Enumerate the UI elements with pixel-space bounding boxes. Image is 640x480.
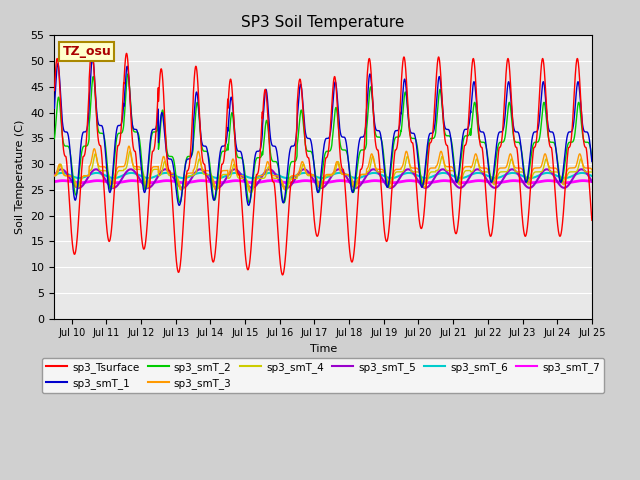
sp3_smT_4 — [126, 148, 134, 154]
sp3_smT_1 — [115, 122, 122, 128]
Line: sp3_smT_6: sp3_smT_6 — [54, 173, 592, 178]
Text: TZ_osu: TZ_osu — [63, 45, 111, 58]
sp3_smT_5 — [218, 182, 225, 188]
sp3_smT_4 — [115, 168, 122, 174]
sp3_smT_1 — [115, 122, 123, 128]
sp3_smT_7 — [422, 180, 430, 186]
sp3_smT_6 — [588, 173, 596, 179]
sp3_smT_6 — [115, 174, 122, 180]
sp3_smT_5 — [525, 185, 533, 191]
sp3_smT_7 — [218, 180, 225, 185]
Line: sp3_smT_2: sp3_smT_2 — [54, 74, 592, 203]
sp3_smT_6 — [422, 175, 429, 181]
Line: sp3_Tsurface: sp3_Tsurface — [54, 50, 592, 275]
sp3_smT_6 — [115, 174, 123, 180]
sp3_smT_4 — [422, 182, 430, 188]
sp3_smT_6 — [218, 175, 225, 180]
sp3_smT_2 — [84, 140, 92, 146]
sp3_smT_4 — [588, 169, 596, 175]
sp3_smT_1 — [218, 144, 226, 149]
sp3_smT_4 — [51, 173, 58, 179]
sp3_smT_7 — [115, 180, 122, 185]
sp3_Tsurface — [422, 185, 430, 191]
sp3_smT_7 — [466, 179, 474, 185]
sp3_smT_6 — [180, 175, 188, 181]
sp3_smT_7 — [51, 179, 58, 184]
sp3_smT_2 — [422, 161, 430, 167]
sp3_smT_4 — [218, 173, 225, 179]
sp3_smT_2 — [115, 131, 122, 136]
sp3_smT_4 — [115, 168, 123, 174]
sp3_Tsurface — [278, 272, 286, 278]
sp3_smT_5 — [51, 173, 58, 179]
sp3_smT_2 — [218, 149, 226, 155]
sp3_smT_3 — [51, 173, 58, 179]
sp3_smT_5 — [84, 174, 92, 180]
sp3_smT_1 — [51, 106, 58, 111]
sp3_smT_1 — [88, 56, 96, 61]
sp3_smT_3 — [125, 143, 132, 149]
Legend: sp3_Tsurface, sp3_smT_1, sp3_smT_2, sp3_smT_3, sp3_smT_4, sp3_smT_5, sp3_smT_6, : sp3_Tsurface, sp3_smT_1, sp3_smT_2, sp3_… — [42, 358, 604, 393]
sp3_smT_7 — [319, 180, 327, 186]
sp3_smT_4 — [84, 173, 92, 179]
sp3_smT_3 — [115, 164, 123, 169]
sp3_smT_1 — [466, 116, 474, 122]
sp3_smT_6 — [84, 172, 92, 178]
Line: sp3_smT_5: sp3_smT_5 — [54, 169, 592, 188]
sp3_smT_7 — [60, 178, 67, 183]
sp3_Tsurface — [115, 143, 122, 148]
sp3_smT_5 — [115, 181, 122, 187]
sp3_smT_1 — [422, 156, 430, 162]
Y-axis label: Soil Temperature (C): Soil Temperature (C) — [15, 120, 25, 234]
sp3_smT_3 — [246, 190, 254, 195]
sp3_Tsurface — [51, 88, 58, 94]
sp3_smT_3 — [422, 177, 430, 182]
Title: SP3 Soil Temperature: SP3 Soil Temperature — [241, 15, 405, 30]
sp3_Tsurface — [218, 162, 225, 168]
sp3_smT_6 — [466, 172, 474, 178]
sp3_smT_3 — [466, 164, 474, 169]
sp3_smT_2 — [176, 200, 184, 205]
Line: sp3_smT_4: sp3_smT_4 — [54, 151, 592, 192]
sp3_Tsurface — [115, 142, 123, 147]
sp3_smT_7 — [588, 179, 596, 184]
sp3_smT_3 — [218, 168, 225, 174]
sp3_smT_5 — [588, 179, 596, 184]
Line: sp3_smT_1: sp3_smT_1 — [54, 59, 592, 205]
sp3_smT_5 — [266, 167, 273, 172]
sp3_smT_2 — [588, 155, 596, 161]
sp3_smT_2 — [51, 136, 58, 142]
sp3_smT_7 — [84, 179, 92, 185]
Line: sp3_smT_3: sp3_smT_3 — [54, 146, 592, 192]
sp3_smT_5 — [115, 180, 123, 186]
sp3_Tsurface — [466, 97, 474, 103]
sp3_smT_5 — [422, 185, 429, 191]
sp3_smT_3 — [84, 173, 92, 179]
sp3_Tsurface — [88, 47, 96, 53]
sp3_smT_7 — [115, 180, 123, 185]
sp3_smT_5 — [466, 174, 474, 180]
sp3_smT_3 — [588, 167, 596, 173]
sp3_smT_4 — [466, 168, 474, 173]
sp3_smT_2 — [115, 131, 123, 136]
Line: sp3_smT_7: sp3_smT_7 — [54, 180, 592, 183]
sp3_smT_6 — [579, 170, 586, 176]
sp3_smT_4 — [248, 190, 255, 195]
X-axis label: Time: Time — [310, 344, 337, 354]
sp3_smT_1 — [588, 158, 596, 164]
sp3_smT_2 — [124, 71, 132, 77]
sp3_smT_1 — [175, 203, 183, 208]
sp3_smT_6 — [51, 172, 58, 178]
sp3_smT_3 — [115, 164, 122, 170]
sp3_smT_2 — [466, 130, 474, 136]
sp3_Tsurface — [84, 104, 92, 109]
sp3_smT_1 — [84, 116, 92, 122]
sp3_Tsurface — [588, 217, 596, 223]
